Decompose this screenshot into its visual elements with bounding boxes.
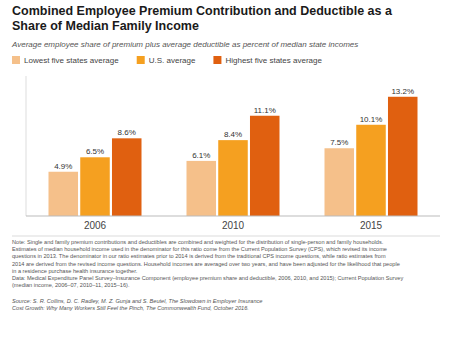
bar bbox=[325, 148, 355, 216]
note-line: Note: Single and family premium contribu… bbox=[12, 239, 384, 245]
data-label: 13.2% bbox=[391, 87, 414, 96]
subtitle-line: Average employee share of premium plus a… bbox=[11, 40, 358, 49]
bar bbox=[388, 97, 418, 216]
legend-swatch bbox=[213, 56, 221, 64]
bar bbox=[250, 116, 280, 216]
y-axis-line bbox=[26, 76, 27, 216]
x-tick-label: 2010 bbox=[222, 220, 245, 231]
legend-swatch bbox=[137, 56, 145, 64]
bar bbox=[356, 125, 386, 216]
title: Combined Employee Premium Contribution a… bbox=[12, 4, 393, 33]
data-label: 7.5% bbox=[330, 138, 348, 147]
legend-label: Lowest five states average bbox=[24, 56, 119, 65]
note-line: Data: Medical Expenditure Panel Survey–I… bbox=[12, 275, 403, 281]
note-line: 2014 are derived from the revised income… bbox=[12, 261, 400, 267]
data-label: 6.5% bbox=[86, 147, 104, 156]
note: Note: Single and family premium contribu… bbox=[12, 239, 403, 288]
bar bbox=[112, 138, 142, 216]
subtitle: Average employee share of premium plus a… bbox=[11, 40, 358, 49]
data-label: 8.6% bbox=[118, 128, 136, 137]
bars bbox=[49, 97, 418, 216]
note-line: (median income, 2006–07, 2010–11, 2015–1… bbox=[12, 282, 130, 288]
data-label: 11.1% bbox=[254, 106, 276, 115]
chart: Combined Employee Premium Contribution a… bbox=[0, 0, 450, 338]
data-label: 6.1% bbox=[192, 151, 210, 160]
title-line: Share of Median Family Income bbox=[12, 19, 199, 33]
legend-swatch bbox=[12, 56, 20, 64]
legend-label: U.S. average bbox=[149, 56, 196, 65]
note-line: questions in 2013. The denominator in ou… bbox=[12, 253, 386, 259]
x-axis-line bbox=[26, 216, 440, 217]
note-line: in a residence purchase health insurance… bbox=[12, 268, 138, 274]
separator bbox=[12, 236, 440, 237]
bar bbox=[49, 172, 79, 216]
source: Source: S. R. Collins, D. C. Radley, M. … bbox=[12, 298, 262, 311]
bar bbox=[187, 161, 217, 216]
bar bbox=[80, 157, 110, 216]
data-label: 8.4% bbox=[224, 130, 242, 139]
data-label: 4.9% bbox=[54, 162, 72, 171]
x-tick-label: 2015 bbox=[360, 220, 383, 231]
note-line: Estimates of median household income use… bbox=[12, 246, 387, 252]
source-line: Source: S. R. Collins, D. C. Radley, M. … bbox=[12, 298, 262, 304]
source-line: Cost Growth: Why Many Workers Still Feel… bbox=[12, 305, 249, 311]
data-labels: 4.9% 6.1% 7.5% 6.5% 8.4% 10.1% 8.6% 11.1% 13.2% bbox=[54, 87, 414, 171]
legend-label: Highest five states average bbox=[225, 56, 322, 65]
data-label: 10.1% bbox=[360, 115, 383, 124]
title-line: Combined Employee Premium Contribution a… bbox=[12, 4, 393, 18]
bar bbox=[218, 140, 248, 216]
x-tick-label: 2006 bbox=[84, 220, 107, 231]
